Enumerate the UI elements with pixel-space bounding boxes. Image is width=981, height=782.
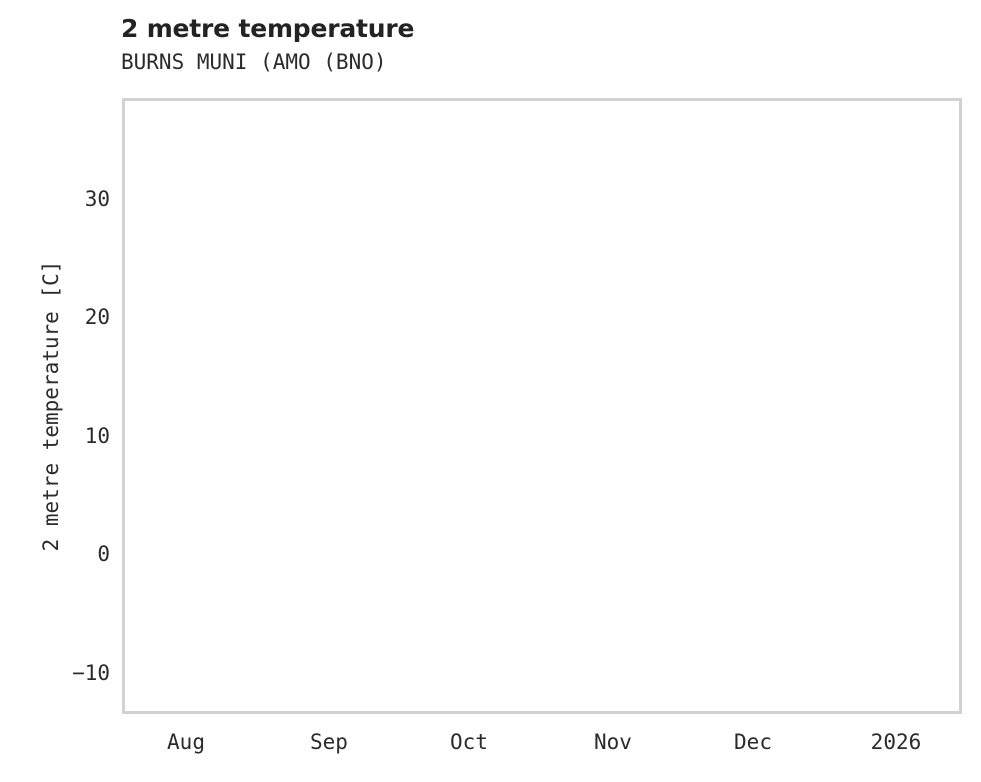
y-tick-label: −10 <box>72 660 110 685</box>
y-tick-label: 10 <box>84 423 110 448</box>
x-tick-label: Dec <box>734 730 772 754</box>
x-tick-label: Sep <box>310 730 348 754</box>
y-tick-label: 20 <box>84 305 110 330</box>
chart-subtitle: BURNS MUNI (AMO (BNO) <box>121 50 387 74</box>
page-title: 2 metre temperature <box>121 14 415 43</box>
x-tick-label: Aug <box>167 730 205 754</box>
plot-frame <box>122 98 962 714</box>
y-tick-label: 0 <box>97 542 110 567</box>
x-tick-label: Oct <box>450 730 488 754</box>
x-tick-label: 2026 <box>870 730 922 754</box>
y-tick-label: 30 <box>84 186 110 211</box>
y-tick-label-layer: 30 20 10 0 −10 <box>0 0 110 782</box>
x-tick-label: Nov <box>594 730 632 754</box>
chart-title-block: 2 metre temperature BURNS MUNI (AMO (BNO… <box>121 14 921 77</box>
